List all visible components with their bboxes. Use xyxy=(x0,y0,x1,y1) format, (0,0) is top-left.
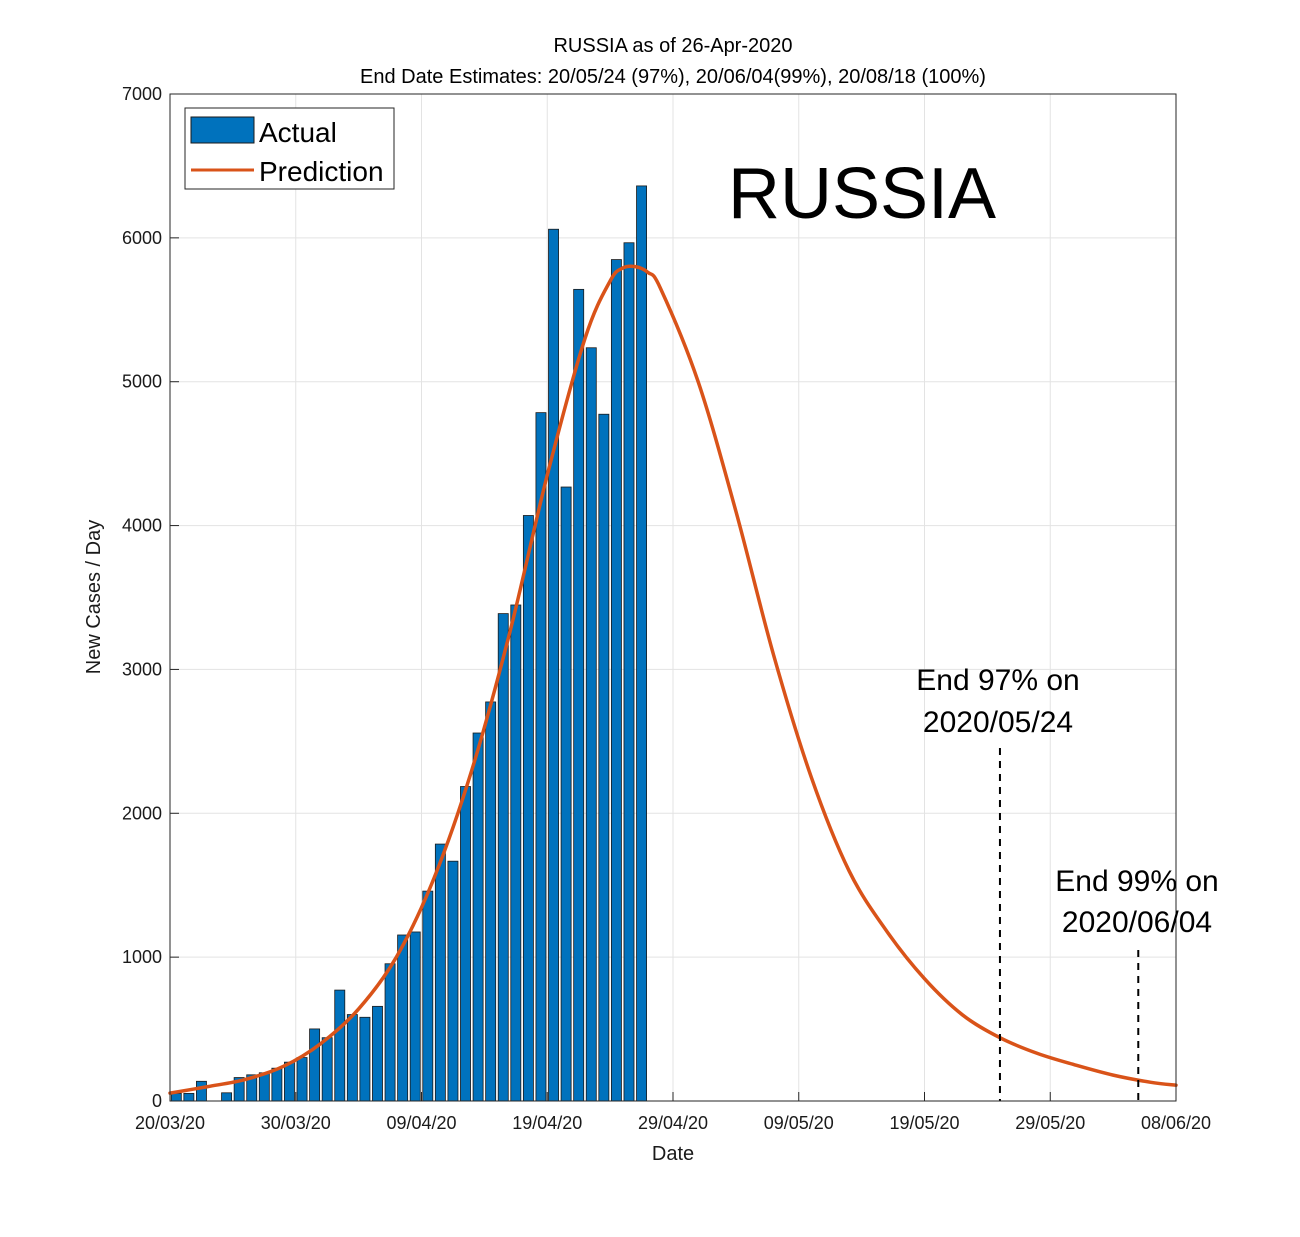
annotation-97-line2: 2020/05/24 xyxy=(923,706,1073,739)
bar xyxy=(384,963,396,1102)
bar xyxy=(598,413,610,1102)
x-tick-label: 29/05/20 xyxy=(1015,1113,1085,1133)
bar xyxy=(447,860,459,1102)
bar xyxy=(170,1092,182,1102)
y-tick-label: 0 xyxy=(152,1091,162,1111)
bar xyxy=(434,843,446,1102)
legend: Actual Prediction xyxy=(184,107,395,190)
x-tick-label: 09/04/20 xyxy=(386,1113,456,1133)
bar xyxy=(321,1037,333,1102)
y-axis-ticks: 0 1000 2000 3000 4000 5000 6000 7000 xyxy=(122,84,179,1111)
bar xyxy=(372,1005,383,1102)
bar xyxy=(472,732,484,1102)
prediction-line xyxy=(168,264,1178,1095)
bar xyxy=(510,604,522,1102)
chart-title: RUSSIA as of 26-Apr-2020 xyxy=(553,35,792,57)
x-tick-label: 20/03/20 xyxy=(135,1113,205,1133)
x-tick-label: 19/04/20 xyxy=(512,1113,582,1133)
y-tick-label: 4000 xyxy=(122,516,162,536)
bar xyxy=(485,701,497,1102)
bar xyxy=(284,1061,295,1102)
prediction-series xyxy=(168,264,1178,1095)
country-label: RUSSIA xyxy=(728,154,996,234)
y-tick-label: 5000 xyxy=(122,372,162,392)
x-axis-label: Date xyxy=(652,1143,694,1165)
bar xyxy=(296,1057,308,1102)
y-tick-label: 3000 xyxy=(122,659,162,679)
y-axis-label: New Cases / Day xyxy=(83,520,105,675)
bar xyxy=(309,1028,321,1102)
bar xyxy=(409,931,421,1102)
bar xyxy=(610,259,622,1102)
annotation-99-line2: 2020/06/04 xyxy=(1062,906,1212,939)
bar xyxy=(346,1014,358,1102)
bar xyxy=(183,1092,195,1102)
y-tick-label: 2000 xyxy=(122,803,162,823)
bar xyxy=(460,786,471,1102)
bar xyxy=(359,1016,371,1102)
bar xyxy=(636,185,647,1102)
annotation-markers xyxy=(998,748,1140,1101)
x-tick-label: 30/03/20 xyxy=(261,1113,331,1133)
bar xyxy=(548,228,559,1102)
annotation-97-line1: End 97% on xyxy=(916,664,1079,697)
bar xyxy=(221,1092,233,1102)
legend-bar-swatch xyxy=(190,116,255,144)
x-tick-label: 19/05/20 xyxy=(889,1113,959,1133)
annotation-99-line1: End 99% on xyxy=(1055,865,1218,898)
x-tick-label: 29/04/20 xyxy=(638,1113,708,1133)
bar xyxy=(271,1067,283,1102)
bar xyxy=(560,486,572,1102)
bar xyxy=(258,1072,270,1102)
bar xyxy=(623,242,635,1102)
bar xyxy=(397,934,409,1102)
y-tick-label: 1000 xyxy=(122,947,162,967)
bar xyxy=(334,989,346,1102)
x-tick-label: 09/05/20 xyxy=(764,1113,834,1133)
bar xyxy=(522,515,534,1102)
bar xyxy=(422,890,434,1102)
x-tick-label: 08/06/20 xyxy=(1141,1113,1211,1133)
y-tick-label: 7000 xyxy=(122,84,162,104)
bar xyxy=(196,1080,207,1102)
legend-entry-prediction: Prediction xyxy=(259,156,384,187)
y-tick-label: 6000 xyxy=(122,228,162,248)
x-axis-ticks: 20/03/20 30/03/20 09/04/20 19/04/20 29/04/20… xyxy=(135,1092,1211,1133)
bar xyxy=(497,613,509,1102)
chart-subtitle: End Date Estimates: 20/05/24 (97%), 20/0… xyxy=(360,66,986,88)
legend-entry-actual: Actual xyxy=(259,117,337,148)
bar xyxy=(573,288,585,1102)
bar xyxy=(585,347,597,1102)
